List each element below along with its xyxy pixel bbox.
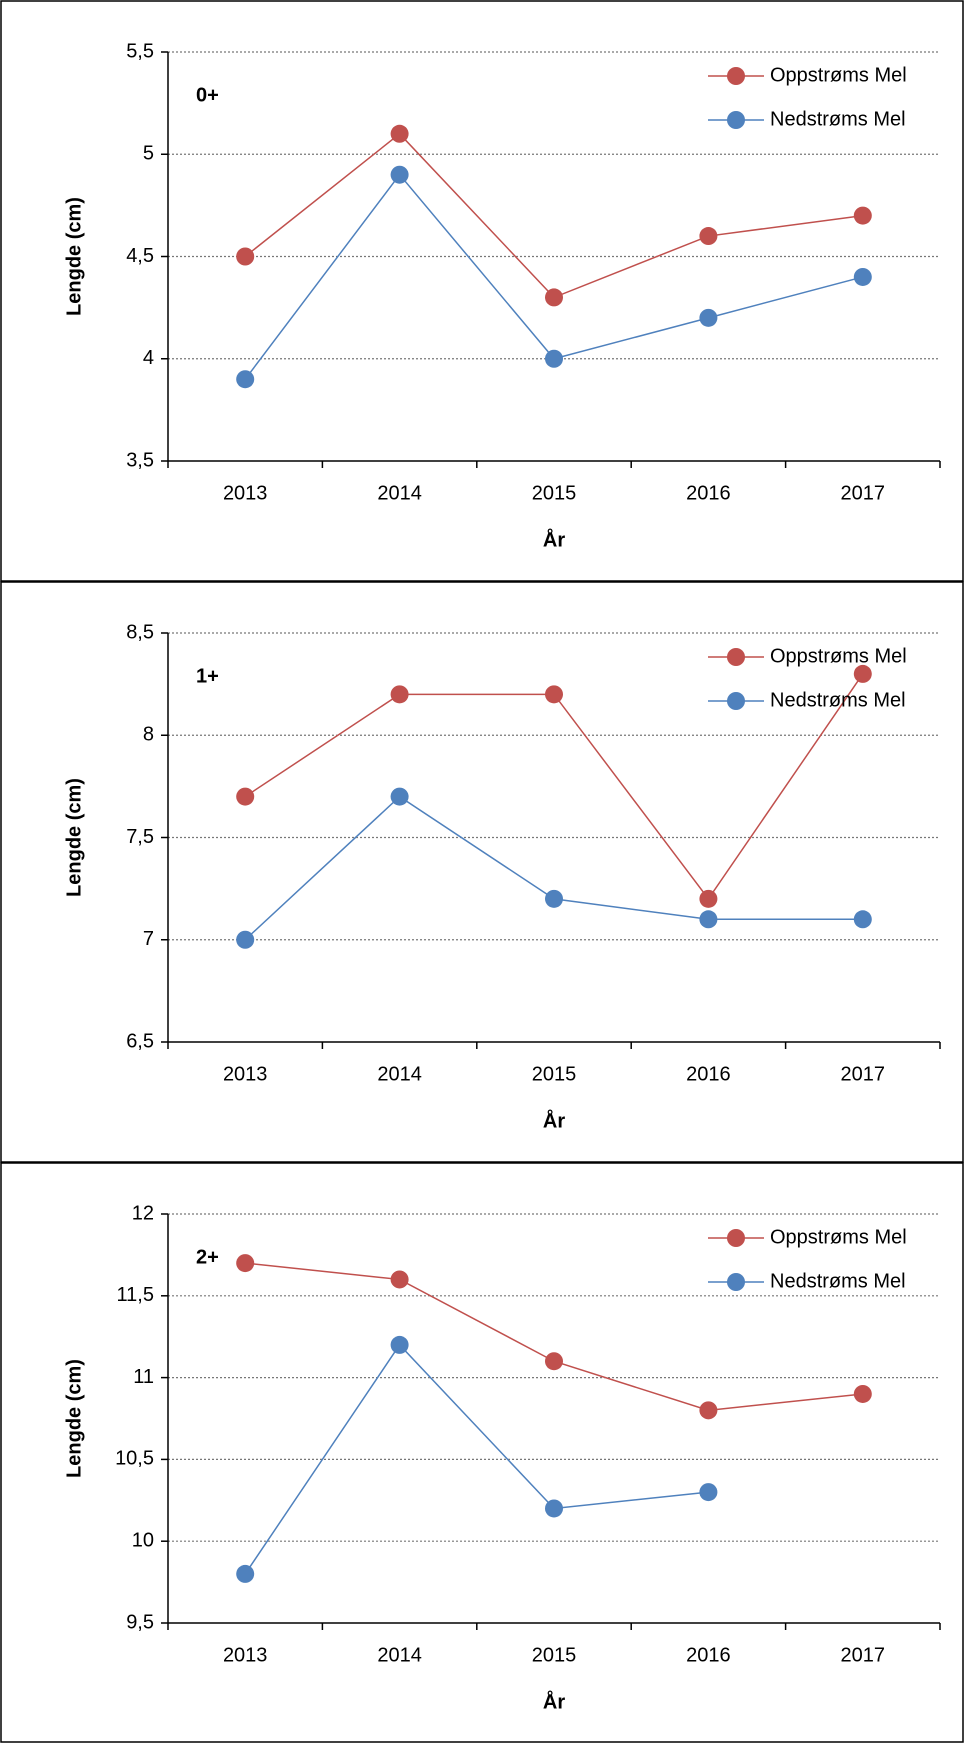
data-point — [236, 247, 255, 266]
data-point — [236, 930, 255, 949]
y-tick-label: 9,5 — [126, 1611, 154, 1633]
data-point — [853, 664, 872, 683]
y-tick-label: 3,5 — [126, 449, 154, 471]
y-tick-label: 8 — [143, 724, 154, 746]
y-tick-label: 6,5 — [126, 1030, 154, 1052]
x-tick-label: 2013 — [223, 1644, 268, 1666]
y-tick-label: 7 — [143, 928, 154, 950]
data-point — [390, 787, 409, 806]
x-axis-title: År — [543, 1689, 565, 1713]
data-point — [390, 124, 409, 143]
data-point — [545, 1352, 563, 1371]
data-point — [545, 288, 563, 307]
y-tick-label: 10 — [132, 1529, 154, 1551]
data-point — [390, 1335, 409, 1354]
data-point — [699, 1401, 718, 1420]
data-point — [236, 370, 255, 389]
legend-label: Oppstrøms Mel — [770, 1226, 907, 1248]
x-axis-title: År — [543, 1108, 565, 1132]
legend-marker — [727, 648, 745, 666]
chart-panel: 6,5 7 7,5 8 8,5 2013 2014 2015 2016 2017 År Lengde … — [0, 581, 964, 1163]
data-point — [545, 889, 563, 908]
x-tick-label: 2014 — [377, 1063, 422, 1085]
data-point — [853, 1384, 872, 1403]
x-axis-title: År — [543, 527, 565, 551]
x-tick-label: 2015 — [532, 1644, 577, 1666]
data-point — [853, 267, 872, 286]
y-tick-label: 4,5 — [126, 245, 154, 267]
x-tick-label: 2017 — [841, 482, 886, 504]
series-line — [244, 1343, 709, 1575]
x-tick-label: 2017 — [841, 1644, 886, 1666]
panel-border — [0, 1162, 964, 1743]
panel-border — [0, 581, 964, 1163]
series-line — [244, 132, 863, 299]
chart-panel: 3,5 4 4,5 5 5,5 2013 2014 2015 2016 2017 År Lengde … — [0, 0, 964, 582]
y-tick-label: 5 — [143, 143, 154, 165]
data-point — [390, 685, 409, 704]
legend-label: Oppstrøms Mel — [770, 645, 907, 667]
legend-marker — [727, 1273, 745, 1291]
y-tick-label: 5,5 — [126, 40, 154, 62]
legend-marker — [727, 692, 745, 710]
data-point — [699, 889, 718, 908]
y-tick-label: 11 — [133, 1366, 154, 1388]
legend-label: Nedstrøms Mel — [770, 689, 906, 711]
legend-label: Oppstrøms Mel — [770, 64, 907, 86]
y-axis-title: Lengde (cm) — [63, 1359, 85, 1478]
panel-border — [0, 0, 964, 582]
data-point — [853, 206, 872, 225]
data-point — [699, 308, 718, 327]
legend-marker — [727, 111, 745, 129]
x-tick-label: 2016 — [686, 1644, 731, 1666]
legend-label: Nedstrøms Mel — [770, 108, 906, 130]
x-tick-label: 2013 — [223, 482, 268, 504]
series-line — [244, 795, 863, 941]
y-tick-label: 7,5 — [126, 826, 154, 848]
y-axis-title: Lengde (cm) — [63, 778, 85, 897]
data-point — [390, 165, 409, 184]
x-tick-label: 2014 — [377, 482, 422, 504]
series-line — [244, 173, 863, 380]
legend-marker — [727, 1229, 745, 1247]
data-point — [699, 910, 718, 929]
x-tick-label: 2016 — [686, 482, 731, 504]
x-tick-label: 2015 — [532, 482, 577, 504]
x-tick-label: 2013 — [223, 1063, 268, 1085]
y-tick-label: 11,5 — [117, 1284, 154, 1306]
data-point — [236, 1254, 255, 1273]
y-tick-label: 8,5 — [126, 621, 154, 643]
legend-marker — [727, 67, 745, 85]
y-tick-label: 4 — [143, 347, 154, 369]
data-point — [699, 227, 718, 246]
data-point — [545, 1499, 563, 1518]
x-tick-label: 2015 — [532, 1063, 577, 1085]
annotation: 2+ — [196, 1246, 219, 1268]
data-point — [236, 1564, 255, 1583]
annotation: 1+ — [196, 665, 219, 687]
annotation: 0+ — [196, 84, 219, 106]
y-tick-label: 10,5 — [115, 1448, 154, 1470]
x-tick-label: 2014 — [377, 1644, 422, 1666]
y-tick-label: 12 — [132, 1202, 154, 1224]
x-tick-label: 2016 — [686, 1063, 731, 1085]
chart-panel: 9,5 10 10,5 11 11,5 12 2013 2014 2015 2016 2017 År L… — [0, 1162, 964, 1743]
data-point — [545, 349, 563, 368]
data-point — [699, 1483, 718, 1502]
data-point — [545, 685, 563, 704]
data-point — [853, 910, 872, 929]
legend-label: Nedstrøms Mel — [770, 1270, 906, 1292]
data-point — [390, 1270, 409, 1289]
y-axis-title: Lengde (cm) — [63, 197, 85, 316]
x-tick-label: 2017 — [841, 1063, 886, 1085]
data-point — [236, 787, 255, 806]
